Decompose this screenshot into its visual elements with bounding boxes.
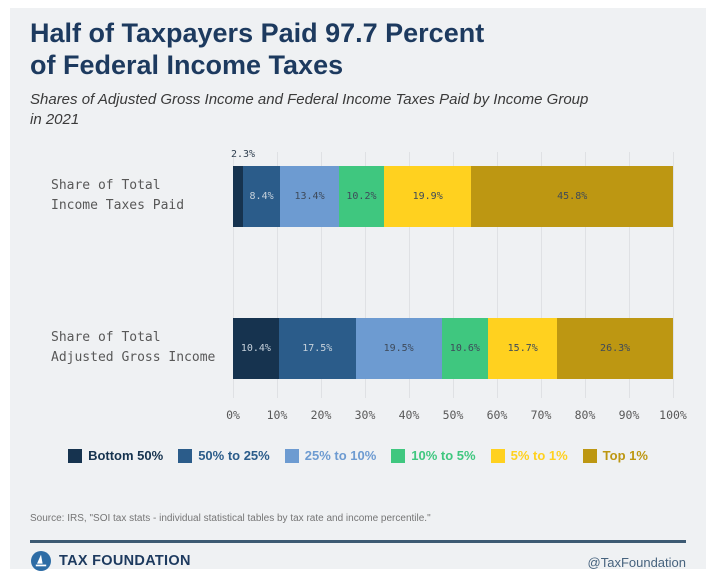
x-axis-tick-label: 90%	[618, 408, 640, 422]
legend-item: Top 1%	[582, 448, 648, 463]
gridline	[233, 152, 234, 398]
legend-item: 5% to 1%	[490, 448, 568, 463]
bar-segment: 10.4%	[233, 318, 279, 379]
gridline	[585, 152, 586, 398]
legend-item: 50% to 25%	[178, 448, 270, 463]
bar-segment: 15.7%	[488, 318, 558, 379]
gridline	[277, 152, 278, 398]
bar-segment-value: 8.4%	[249, 191, 274, 202]
x-axis-tick-label: 100%	[659, 408, 687, 422]
gridline	[453, 152, 454, 398]
legend-label: Top 1%	[602, 448, 648, 463]
footer-divider	[30, 540, 686, 543]
legend-swatch	[178, 448, 193, 463]
bar-segment-value: 10.4%	[240, 343, 271, 354]
bar-segment-value: 15.7%	[507, 343, 538, 354]
twitter-handle-link[interactable]: @TaxFoundation	[587, 555, 686, 570]
x-axis-tick-label: 60%	[486, 408, 508, 422]
gridline	[365, 152, 366, 398]
row-label: Share of Total Adjusted Gross Income	[51, 330, 216, 366]
gridline	[409, 152, 410, 398]
bar-segment: 26.3%	[557, 318, 673, 379]
bar-segment: 10.2%	[339, 166, 384, 227]
x-axis-tick-label: 30%	[354, 408, 376, 422]
x-axis-tick-label: 0%	[226, 408, 240, 422]
legend-label: Bottom 50%	[88, 448, 164, 463]
bar-segment: 45.8%	[471, 166, 673, 227]
legend-item: 10% to 5%	[391, 448, 476, 463]
subtitle-line-1: Shares of Adjusted Gross Income and Fede…	[30, 91, 589, 108]
bar-segment-value: 19.5%	[383, 343, 414, 354]
taxfoundation-logo-icon	[30, 550, 52, 572]
row-label: Share of Total Income Taxes Paid	[51, 178, 185, 214]
plot-area: 0% 10% 20% 30% 40% 50% 60% 70% 80% 90% 100% 2.3% 8.4…	[51, 149, 687, 422]
legend-swatch	[582, 448, 597, 463]
bar-segment-value: 10.6%	[449, 343, 480, 354]
bar-segment-value: 13.4%	[294, 191, 325, 202]
brand-name: TAX FOUNDATION	[59, 553, 191, 569]
legend-item: Bottom 50%	[68, 448, 163, 463]
bar-segment: 17.5%	[278, 318, 356, 379]
brand-row: TAX FOUNDATION	[30, 550, 191, 572]
bar-segment-value: 2.3%	[231, 149, 256, 160]
subtitle-line-2: in 2021	[30, 111, 80, 129]
source-note: Source: IRS, "SOI tax stats - individual…	[30, 513, 431, 524]
bar-segment-value: 19.9%	[412, 191, 443, 202]
bar-segment-value: 10.2%	[346, 191, 377, 202]
gridline	[321, 152, 322, 398]
x-axis-tick-label: 20%	[310, 408, 332, 422]
bar-segment: 13.4%	[280, 166, 340, 227]
x-axis-tick-label: 70%	[530, 408, 552, 422]
title-line-2: of Federal Income Taxes	[30, 49, 344, 80]
bar-segment: 19.9%	[383, 166, 472, 227]
gridline	[541, 152, 542, 398]
gridline	[673, 152, 674, 398]
legend-swatch	[490, 448, 505, 463]
bar-segment-value: 17.5%	[302, 343, 333, 354]
legend-swatch	[284, 448, 299, 463]
bar-segment: 10.6%	[441, 318, 489, 379]
legend-swatch	[68, 448, 83, 463]
legend-label: 10% to 5%	[411, 448, 476, 463]
gridline	[629, 152, 630, 398]
bar-segment: 8.4%	[243, 166, 281, 227]
legend-swatch	[391, 448, 406, 463]
bar-segment: 2.3%	[231, 149, 255, 227]
legend-label: 5% to 1%	[510, 448, 568, 463]
bar-segment: 19.5%	[355, 318, 442, 379]
x-axis-tick-label: 50%	[442, 408, 464, 422]
page-title: Half of Taxpayers Paid 97.7 Percent of F…	[30, 18, 484, 82]
stacked-bar: 10.4% 17.5% 19.5% 10.6% 15.7% 26.3%	[233, 318, 673, 379]
x-axis-tick-label: 40%	[398, 408, 420, 422]
legend: Bottom 50% 50% to 25% 25% to 10% 10% to 5% 5…	[10, 448, 706, 463]
bar-segment-value: 45.8%	[557, 191, 588, 202]
legend-item: 25% to 10%	[284, 448, 377, 463]
x-axis-tick-label: 10%	[266, 408, 288, 422]
infographic-card: Half of Taxpayers Paid 97.7 Percent of F…	[10, 8, 706, 572]
chart-subtitle: Shares of Adjusted Gross Income and Fede…	[30, 90, 588, 131]
stacked-bar: 2.3% 8.4% 13.4% 10.2% 19.9% 45.8%	[231, 149, 673, 227]
bar-segment-value: 26.3%	[600, 343, 631, 354]
title-line-1: Half of Taxpayers Paid 97.7 Percent	[30, 18, 485, 48]
gridline	[497, 152, 498, 398]
legend-label: 25% to 10%	[304, 448, 377, 463]
x-axis-tick-label: 80%	[574, 408, 596, 422]
legend-label: 50% to 25%	[198, 448, 270, 463]
